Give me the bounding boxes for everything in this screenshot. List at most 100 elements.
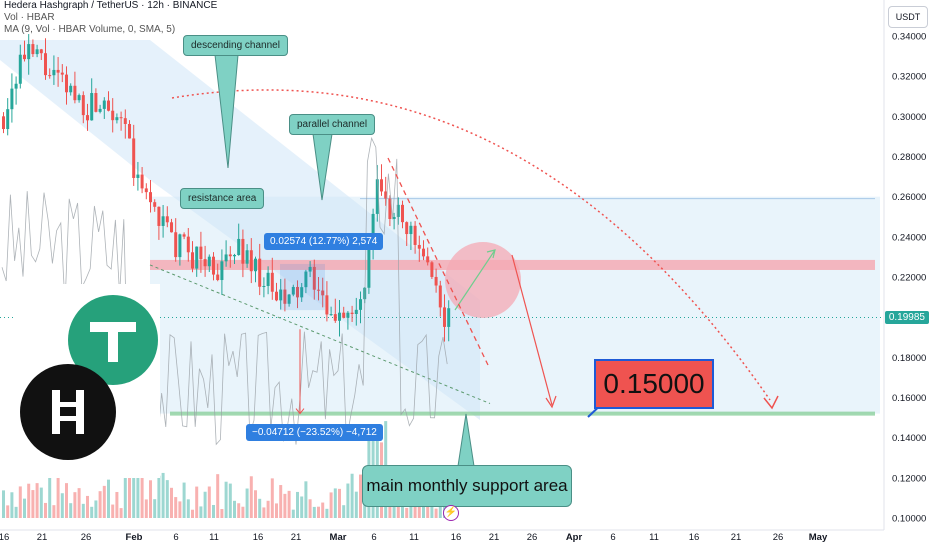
time-tick-label: 11 <box>409 532 419 543</box>
price-tick-label: 0.10000 <box>892 514 926 525</box>
candle-body <box>107 100 110 111</box>
candle-body <box>60 72 64 75</box>
volume-bar <box>35 483 39 518</box>
price-tick-label: 0.30000 <box>892 112 926 123</box>
candle-body <box>90 93 94 121</box>
volume-bar <box>283 493 287 518</box>
candle-body <box>401 204 404 223</box>
candle-body <box>354 309 358 314</box>
volume-bar <box>132 462 136 518</box>
candle-body <box>18 54 22 84</box>
candle-body <box>77 95 81 101</box>
candle-body <box>52 69 56 76</box>
descending-channel-callout: descending channel <box>183 35 288 56</box>
volume-bar <box>329 492 333 518</box>
volume-bar <box>333 488 337 518</box>
time-tick-label: 26 <box>81 532 92 543</box>
volume-bar <box>182 482 186 518</box>
time-tick-label: 16 <box>451 532 462 543</box>
candle-body <box>266 272 270 286</box>
bounce-arrow <box>454 249 496 311</box>
volume-bar <box>77 488 81 518</box>
measure-up-zone <box>280 263 325 311</box>
candle-body <box>254 258 257 272</box>
hedera-logo-bar-top <box>52 402 84 407</box>
volume-bar <box>342 505 346 518</box>
volume-bar <box>191 509 194 518</box>
candle-body <box>195 246 199 269</box>
volume-bar <box>111 504 115 518</box>
time-tick-label: Mar <box>330 532 347 543</box>
candle-body <box>308 266 312 272</box>
candle-body <box>350 312 354 314</box>
volume-bar <box>212 504 215 518</box>
channel-mid-line <box>149 264 491 404</box>
candle-body <box>287 294 291 304</box>
volume-bar <box>102 485 106 518</box>
volume-bar <box>178 501 182 518</box>
hedera-logo-circle <box>20 364 116 460</box>
price-tick-label: 0.14000 <box>892 433 926 444</box>
candle-body <box>270 272 274 292</box>
chart-header: Hedera Hashgraph / TetherUS · 12h · BINA… <box>4 0 217 36</box>
candle-body <box>123 118 127 124</box>
ma-indicator-label[interactable]: MA (9, Vol · HBAR Volume, 0, SMA, 5) <box>4 24 176 35</box>
volume-bar <box>338 488 341 518</box>
volume-bar <box>241 506 245 518</box>
projection-zone <box>150 196 880 414</box>
time-tick-label: Feb <box>126 532 143 543</box>
candle-body <box>375 179 379 214</box>
volume-bar <box>296 491 299 518</box>
volume-bar <box>228 483 232 518</box>
ma-line <box>1 136 448 446</box>
candle-body <box>149 192 152 203</box>
candle-body <box>291 286 295 295</box>
volume-bar <box>52 505 56 518</box>
price-tick-label: 0.16000 <box>892 393 926 404</box>
time-tick-label: 16 <box>0 532 9 543</box>
price-tick-label: 0.12000 <box>892 473 926 484</box>
volume-bar <box>308 499 312 518</box>
candle-body <box>325 295 329 315</box>
volume-bar <box>123 452 127 518</box>
volume-bar <box>128 441 131 518</box>
volume-bar <box>325 508 329 518</box>
candle-body <box>434 276 438 286</box>
lightning-event-icon[interactable]: ⚡ <box>443 505 459 521</box>
bounce-arrowhead <box>486 249 496 259</box>
candle-body <box>212 256 215 275</box>
candle-body <box>203 259 207 267</box>
tether-logo-glyph <box>90 322 136 362</box>
symbol-title[interactable]: Hedera Hashgraph / TetherUS · 12h · BINA… <box>4 0 218 11</box>
candle-body <box>300 287 304 298</box>
time-tick-label: 26 <box>773 532 784 543</box>
candle-body <box>140 174 144 189</box>
candle-body <box>86 115 89 121</box>
consolidation-circle <box>445 242 521 318</box>
candle-body <box>6 109 10 130</box>
volume-bar <box>275 503 278 518</box>
candle-body <box>413 225 417 245</box>
price-tick-label: 0.22000 <box>892 273 926 284</box>
candle-body <box>380 179 383 192</box>
volume-bar <box>262 507 266 518</box>
volume-bar <box>405 507 409 518</box>
volume-indicator-label[interactable]: Vol · HBAR <box>4 12 55 23</box>
candle-body <box>136 174 140 178</box>
volume-bar <box>81 503 85 518</box>
volume-bar <box>249 476 253 518</box>
volume-bar <box>153 499 157 518</box>
volume-bar <box>2 490 5 518</box>
candle-body <box>304 271 308 288</box>
candle-body <box>233 254 236 257</box>
candle-body <box>69 85 73 93</box>
price-axis-panel <box>884 0 932 550</box>
descending-channel-zone <box>0 40 480 420</box>
candle-body <box>220 261 224 281</box>
currency-button[interactable]: USDT <box>888 6 928 28</box>
candle-body <box>2 116 5 130</box>
candle-body <box>367 248 371 288</box>
volume-bar <box>18 486 22 518</box>
candle-body <box>409 225 413 235</box>
